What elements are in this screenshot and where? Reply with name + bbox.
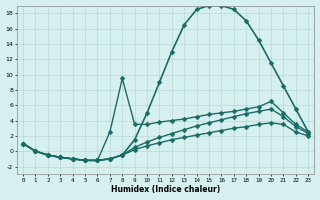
X-axis label: Humidex (Indice chaleur): Humidex (Indice chaleur)	[111, 185, 220, 194]
